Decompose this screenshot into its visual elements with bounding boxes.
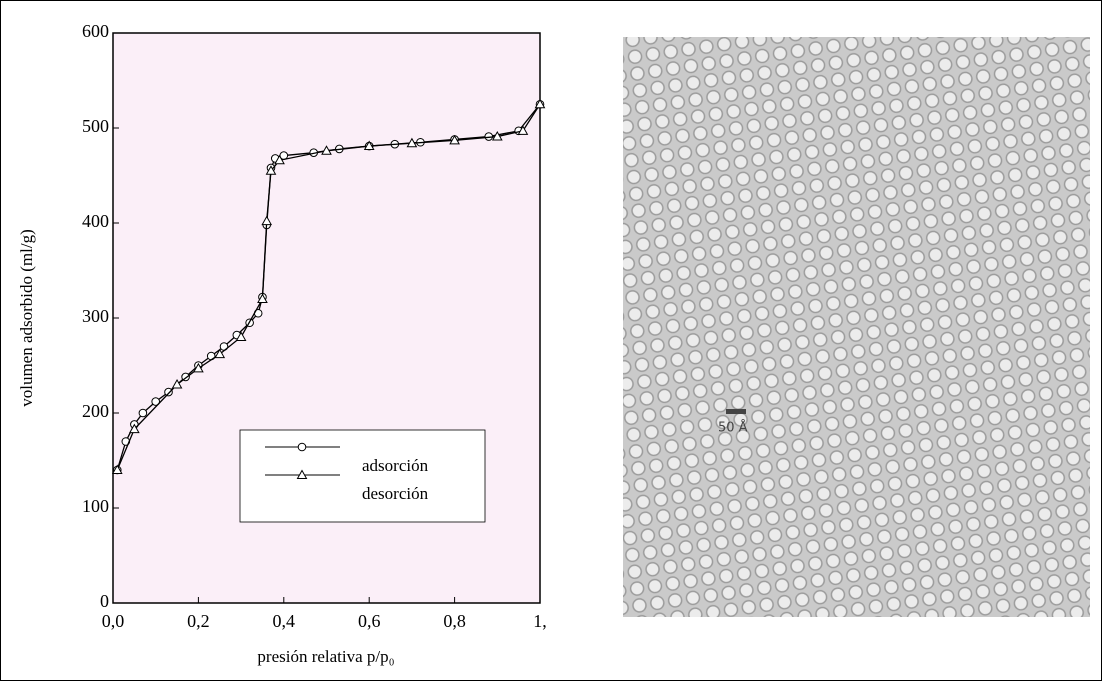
x-tick-label: 1, [533,611,547,631]
y-tick-label: 300 [82,306,109,326]
data-point [534,98,546,109]
y-axis-label: volumen adsorbido (ml/g) [17,229,36,407]
data-point [164,387,173,397]
x-tick-label: 0,4 [273,611,296,631]
legend-marker [296,469,308,479]
data-point [171,378,183,389]
data-point [265,165,277,175]
x-axis-label: presión relativa p/p₀ [257,647,394,666]
data-point [128,423,140,434]
data-point [491,131,503,141]
micrograph [623,37,1090,617]
data-point [261,215,273,226]
x-tick-label: 0,2 [187,611,210,631]
legend-box [239,429,486,523]
y-tick-label: 0 [100,591,109,611]
legend-label: desorción [362,484,429,503]
micrograph-haze [623,37,1090,617]
x-tick-label: 0,8 [443,611,466,631]
data-point [257,293,268,303]
legend-marker [297,442,307,452]
data-point [321,145,332,155]
x-tick-label: 0,6 [358,611,381,631]
data-point [363,140,375,151]
data-point [214,348,226,359]
y-tick-label: 200 [82,401,109,421]
data-point [151,397,160,406]
data-point [111,464,123,474]
scale-bar [726,409,746,414]
data-point [406,137,418,148]
data-point [449,134,460,145]
data-point [274,154,285,165]
y-tick-label: 400 [82,211,109,231]
data-point [517,125,529,135]
data-point [235,331,247,341]
y-tick-label: 600 [82,21,109,41]
y-tick-label: 500 [82,116,109,136]
data-point [138,408,148,418]
data-point [193,362,204,373]
y-tick-label: 100 [82,496,109,516]
legend-label: adsorción [362,456,429,475]
x-tick-label: 0,0 [102,611,125,631]
scale-label: 50 Å [718,420,748,436]
